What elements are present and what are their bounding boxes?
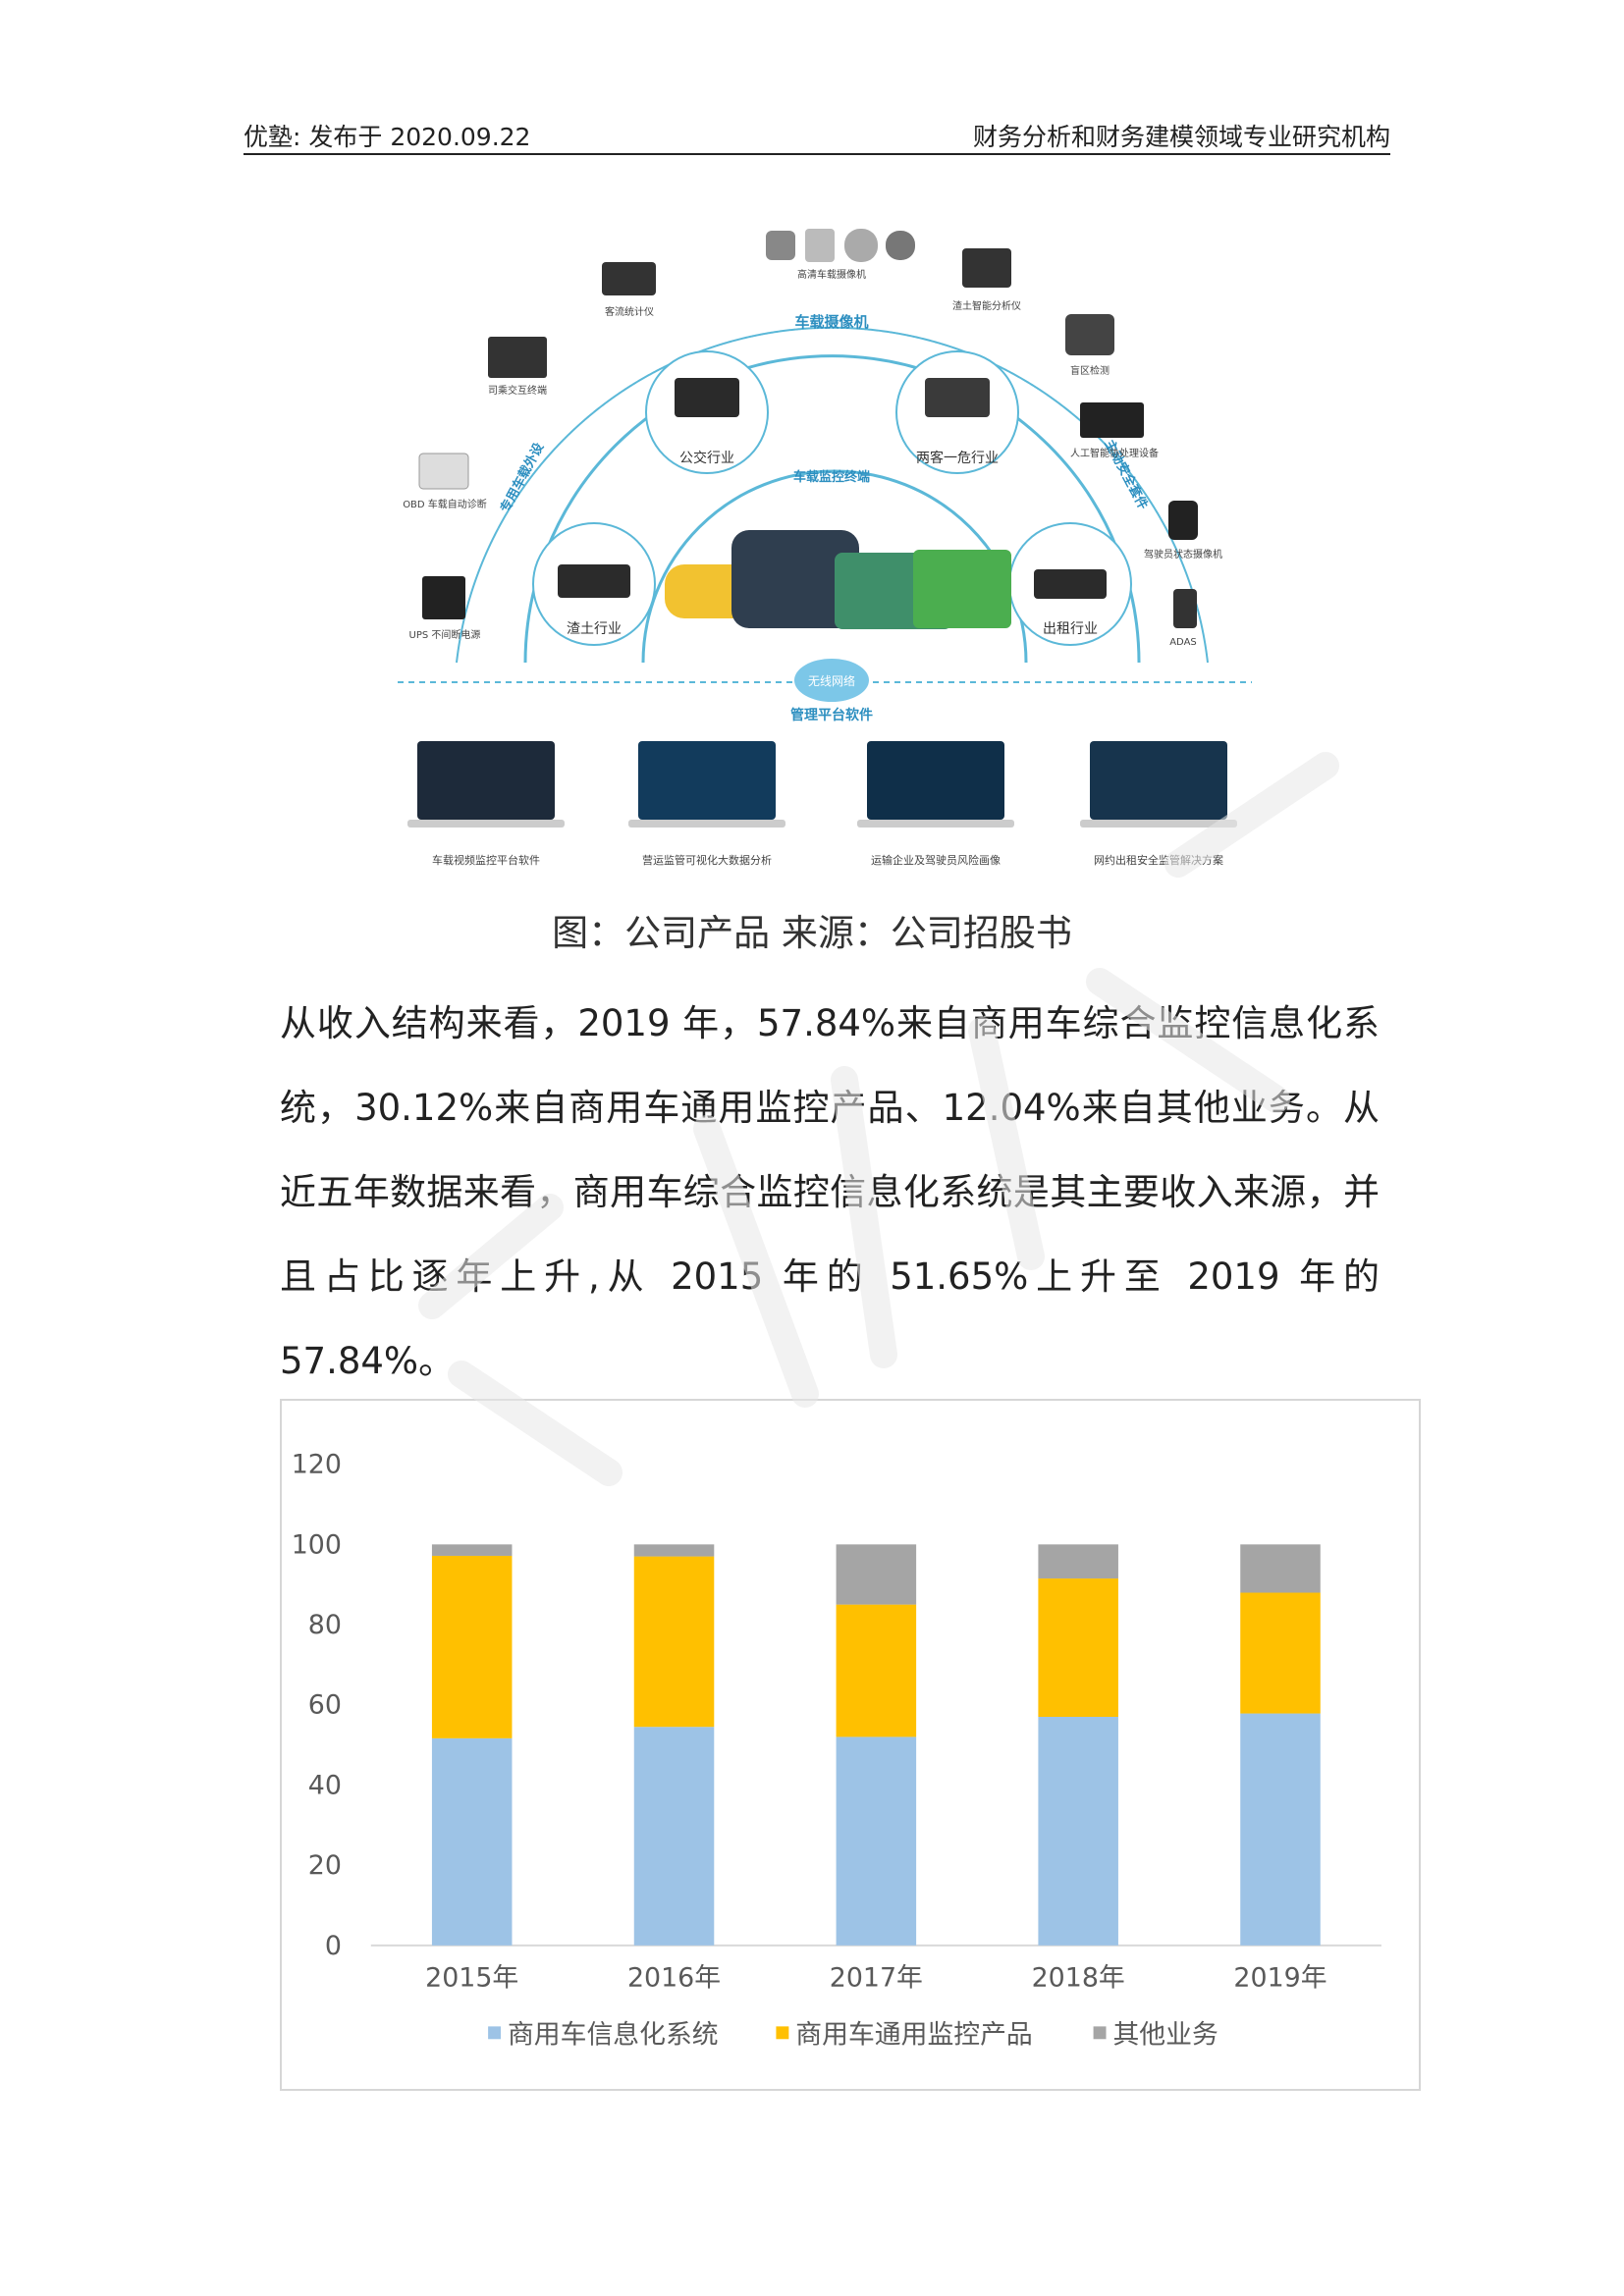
legend-swatch (776, 2026, 789, 2040)
laptop-icon (417, 741, 555, 820)
blind-spot-camera-icon (1065, 314, 1114, 355)
laptop-icon (1090, 741, 1227, 820)
camera-icon (886, 231, 915, 260)
product-diagram-svg: 公交行业 两客一危行业 渣土行业 出租行业 车载摄像机 车载监控终端 专用车载外… (398, 229, 1252, 867)
outermost-arc (456, 326, 1209, 664)
body-paragraph: 从收入结构来看，2019 年，57.84%来自商用车综合监控信息化系统，30.1… (280, 1002, 1380, 1382)
product-diagram: 公交行业 两客一危行业 渣土行业 出租行业 车载摄像机 车载监控终端 专用车载外… (398, 221, 1267, 879)
y-tick-label: 40 (308, 1770, 342, 1800)
surrounding-devices (418, 229, 1198, 628)
x-tick-label: 2017年 (830, 1963, 923, 1994)
platform-label: 管理平台软件 (790, 707, 873, 723)
device-label: 客流统计仪 (605, 305, 654, 318)
legend-label: 商用车信息化系统 (508, 2019, 719, 2050)
cloud-icon (794, 659, 869, 702)
legend-swatch (488, 2026, 502, 2040)
cloud-label: 无线网络 (808, 673, 855, 688)
camera-icon (805, 229, 835, 262)
header-org-tagline: 财务分析和财务建模领域专业研究机构 (972, 123, 1390, 151)
legend-label: 商用车通用监控产品 (795, 2019, 1032, 2050)
bar-segment (431, 1544, 513, 1556)
bar-segment (633, 1727, 715, 1946)
y-tick-label: 80 (308, 1610, 342, 1640)
device-label: 盲区检测 (1070, 364, 1110, 377)
x-tick-label: 2018年 (1032, 1963, 1125, 1994)
dvr-device-icon (925, 378, 990, 417)
software-label: 营运监管可视化大数据分析 (642, 853, 772, 867)
camera-icon (766, 231, 795, 260)
figure-caption: 图：公司产品 来源：公司招股书 (552, 912, 1072, 954)
device-label: 驾驶员状态摄像机 (1144, 548, 1222, 561)
coach-icon (731, 530, 859, 628)
bar-segment (1240, 1592, 1321, 1714)
ups-icon (422, 576, 465, 619)
legend-swatch (1093, 2026, 1107, 2040)
outer-arc (523, 354, 1141, 664)
device-label: 司乘交互终端 (488, 384, 547, 397)
software-laptops (407, 741, 1237, 828)
laptop-base (1080, 820, 1237, 828)
bar-segment (1240, 1713, 1321, 1946)
laptop-icon (638, 741, 776, 820)
bar-segment (836, 1544, 917, 1605)
vehicles-illustration (665, 530, 1011, 629)
bar-segment (431, 1737, 513, 1946)
y-tick-label: 20 (308, 1850, 342, 1881)
laptop-base (407, 820, 565, 828)
dvr-device-icon (675, 378, 739, 417)
laptop-base (628, 820, 785, 828)
arc-label-cameras: 车载摄像机 (794, 313, 868, 331)
obd-device-icon (418, 453, 469, 490)
software-label: 运输企业及驾驶员风险画像 (871, 853, 1001, 867)
bar-segment (633, 1544, 715, 1557)
revenue-structure-chart: 0 20 40 60 80 100 120 2015年 2016年 2017年 2018年 2019年… (280, 1399, 1421, 2091)
ai-coprocessor-icon (1080, 402, 1144, 438)
page-header: 优塾: 发布于 2020.09.22 财务分析和财务建模领域专业研究机构 (244, 114, 1390, 155)
arc-label-terminals: 车载监控终端 (793, 469, 870, 485)
industry-label: 公交行业 (679, 450, 734, 466)
bar-segment (1038, 1544, 1118, 1579)
driver-camera-icon (1168, 501, 1198, 540)
y-tick-label: 60 (308, 1690, 342, 1721)
bar-segment (1240, 1544, 1321, 1593)
y-tick-label: 100 (292, 1529, 342, 1560)
x-tick-label: 2016年 (627, 1963, 721, 1994)
chart-svg: 0 20 40 60 80 100 120 2015年 2016年 2017年 2018年 2019年… (292, 1450, 1381, 2050)
legend-label: 其他业务 (1112, 2019, 1218, 2050)
bar-segment (836, 1736, 917, 1946)
software-label: 网约出租安全监管解决方案 (1094, 853, 1223, 867)
bar-segment (1038, 1578, 1118, 1717)
y-tick-label: 0 (325, 1931, 342, 1961)
industry-label: 渣土行业 (567, 621, 622, 637)
software-label: 车载视频监控平台软件 (432, 853, 540, 867)
bar-segment (1038, 1716, 1118, 1946)
bar-segment (633, 1556, 715, 1728)
laptop-base (857, 820, 1014, 828)
terminal-device-icon (558, 564, 630, 598)
device-label: OBD 车载自动诊断 (403, 498, 487, 510)
analyzer-icon (962, 248, 1011, 288)
industry-label: 两客一危行业 (916, 450, 999, 466)
laptop-icon (867, 741, 1004, 820)
device-label: ADAS (1169, 637, 1197, 648)
header-publish-info: 优塾: 发布于 2020.09.22 (244, 123, 531, 151)
interaction-terminal-icon (488, 337, 547, 378)
device-label: UPS 不间断电源 (409, 628, 481, 641)
bar-segment (836, 1604, 917, 1737)
y-tick-label: 120 (292, 1450, 342, 1480)
arc-label-peripherals: 专用车载外设 (497, 440, 547, 515)
device-label: 渣土智能分析仪 (952, 299, 1021, 312)
terminal-device-icon (1034, 569, 1107, 599)
x-tick-label: 2015年 (425, 1963, 518, 1994)
passenger-counter-icon (602, 262, 656, 295)
device-label: 高清车载摄像机 (797, 268, 866, 281)
camera-icon (844, 229, 878, 262)
truck-icon (913, 550, 1011, 628)
x-tick-label: 2019年 (1233, 1963, 1326, 1994)
adas-icon (1173, 589, 1197, 628)
bar-segment (431, 1555, 513, 1738)
industry-label: 出租行业 (1043, 621, 1098, 637)
device-label: 人工智能协处理设备 (1070, 447, 1159, 459)
